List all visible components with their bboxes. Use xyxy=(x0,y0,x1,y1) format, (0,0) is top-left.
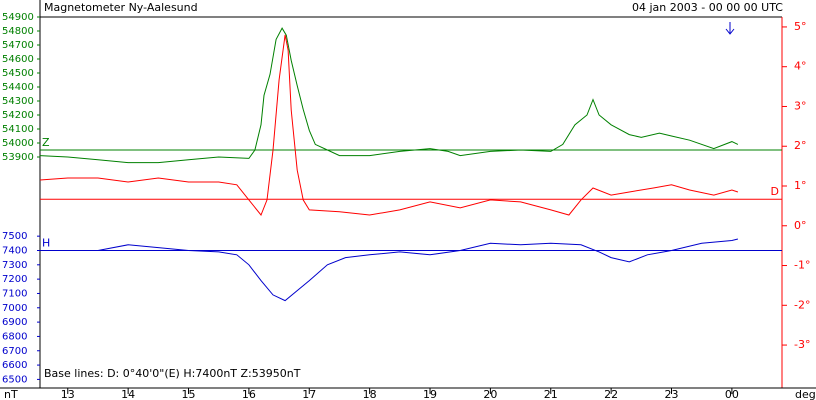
y-tick-label: 54500 xyxy=(2,68,34,79)
y-tick-label: 4° xyxy=(794,60,807,73)
x-tick-label: 17 xyxy=(302,388,316,400)
y-tick-label: 7500 xyxy=(2,231,27,242)
chart-subtitle: 04 jan 2003 - 00 00 00 UTC xyxy=(632,1,783,14)
y-tick-label: 7400 xyxy=(2,245,27,256)
x-tick-label: 00 xyxy=(725,388,739,400)
y-tick-label: 7200 xyxy=(2,274,27,285)
series-line xyxy=(40,238,739,302)
y-tick-label: -2° xyxy=(794,298,810,311)
x-tick-label: 14 xyxy=(121,388,135,400)
y-tick-label: 7000 xyxy=(2,303,27,314)
y-tick-label: -3° xyxy=(794,338,810,351)
series-label: Z xyxy=(42,136,50,149)
x-tick-label: 22 xyxy=(604,388,618,400)
time-marker xyxy=(725,22,735,35)
x-tick-label: 19 xyxy=(423,388,437,400)
series-line xyxy=(39,27,739,164)
x-tick-label: 18 xyxy=(363,388,377,400)
y-tick-label: 54300 xyxy=(2,96,34,107)
y-unit: nT xyxy=(4,388,18,400)
y-tick-label: 53900 xyxy=(2,152,34,163)
x-unit: deg xyxy=(795,388,816,400)
y-tick-label: 7300 xyxy=(2,260,27,271)
y-tick-label: 5° xyxy=(794,20,807,33)
chart-title: Magnetometer Ny-Aalesund xyxy=(44,1,198,14)
x-tick-label: 20 xyxy=(483,388,497,400)
y-tick-label: 6600 xyxy=(2,360,27,371)
y-tick-label: 6700 xyxy=(2,346,27,357)
series-label: H xyxy=(42,236,50,249)
y-tick-label: 54000 xyxy=(2,138,34,149)
x-tick-label: 16 xyxy=(242,388,256,400)
y-tick-label: 54100 xyxy=(2,124,34,135)
y-tick-label: 54600 xyxy=(2,54,34,65)
series-line xyxy=(39,34,739,216)
y-tick-label: 1° xyxy=(794,179,807,192)
y-tick-label: 7100 xyxy=(2,288,27,299)
y-tick-label: 54200 xyxy=(2,110,34,121)
x-tick-label: 21 xyxy=(544,388,558,400)
series-label: D xyxy=(771,185,779,198)
y-tick-label: 54700 xyxy=(2,40,34,51)
baseline-text: Base lines: D: 0°40'0"(E) H:7400nT Z:539… xyxy=(44,367,301,380)
y-tick-label: 3° xyxy=(794,99,807,112)
y-tick-label: 0° xyxy=(794,219,807,232)
y-tick-label: 54400 xyxy=(2,82,34,93)
x-tick-label: 23 xyxy=(665,388,679,400)
y-tick-label: 6500 xyxy=(2,374,27,385)
y-tick-label: -1° xyxy=(794,259,810,272)
y-tick-label: 2° xyxy=(794,139,807,152)
x-tick-label: 15 xyxy=(182,388,196,400)
y-tick-label: 54900 xyxy=(2,12,34,23)
y-tick-label: 54800 xyxy=(2,26,34,37)
y-tick-label: 6800 xyxy=(2,331,27,342)
y-tick-label: 6900 xyxy=(2,317,27,328)
x-tick-label: 13 xyxy=(61,388,75,400)
